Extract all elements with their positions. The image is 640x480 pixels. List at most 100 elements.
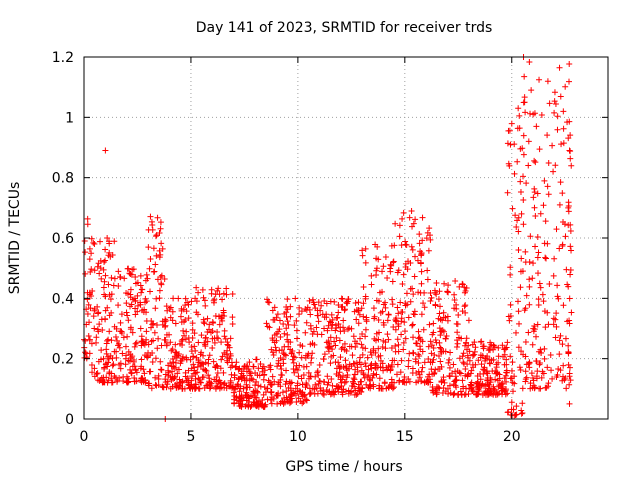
data-point — [123, 309, 130, 316]
data-point — [408, 207, 415, 214]
data-point — [393, 318, 400, 325]
data-point — [541, 240, 548, 247]
data-point — [281, 330, 288, 337]
data-point — [253, 356, 260, 363]
data-point — [517, 178, 524, 185]
data-point — [329, 316, 336, 323]
data-point — [568, 309, 575, 316]
data-point — [531, 204, 538, 211]
data-point — [362, 326, 369, 333]
data-point — [460, 350, 467, 357]
data-point — [558, 141, 565, 148]
data-point — [521, 307, 528, 314]
data-point — [134, 308, 141, 315]
data-point — [450, 391, 457, 398]
data-point — [385, 336, 392, 343]
data-point — [327, 343, 334, 350]
data-point — [170, 375, 177, 382]
data-point — [409, 246, 416, 253]
data-point — [343, 365, 350, 372]
data-point — [214, 382, 221, 389]
data-point — [385, 311, 392, 318]
data-point — [275, 357, 282, 364]
data-point — [84, 215, 91, 222]
data-point — [221, 313, 228, 320]
data-point — [562, 83, 569, 90]
data-point — [556, 245, 563, 252]
data-point — [547, 351, 554, 358]
data-point — [340, 386, 347, 393]
data-point — [114, 337, 121, 344]
data-point — [278, 346, 285, 353]
data-point — [105, 359, 112, 366]
data-point — [532, 243, 539, 250]
data-point — [546, 100, 553, 107]
data-point — [370, 305, 377, 312]
data-point — [155, 372, 162, 379]
y-tick-label: 0.2 — [52, 352, 74, 368]
data-point — [128, 369, 135, 376]
data-point — [522, 378, 529, 385]
data-point — [170, 363, 177, 370]
data-point — [523, 292, 530, 299]
data-point — [530, 325, 537, 332]
data-point — [353, 316, 360, 323]
data-point — [189, 320, 196, 327]
data-point — [152, 261, 159, 268]
data-point — [120, 334, 127, 341]
data-point — [451, 378, 458, 385]
data-point — [167, 314, 174, 321]
data-point — [370, 345, 377, 352]
data-point — [545, 321, 552, 328]
data-point — [495, 353, 502, 360]
data-point — [257, 383, 264, 390]
data-point — [564, 318, 571, 325]
data-point — [430, 329, 437, 336]
data-point — [147, 213, 154, 220]
data-point — [567, 271, 574, 278]
data-point — [388, 344, 395, 351]
data-point — [327, 360, 334, 367]
data-point — [566, 147, 573, 154]
data-point — [303, 380, 310, 387]
data-point — [394, 269, 401, 276]
grid-lines — [84, 57, 608, 419]
data-point — [392, 326, 399, 333]
data-point — [563, 385, 570, 392]
data-point — [442, 314, 449, 321]
data-point — [373, 271, 380, 278]
data-point — [361, 374, 368, 381]
data-point — [199, 360, 206, 367]
data-points — [81, 54, 575, 422]
data-point — [566, 373, 573, 380]
data-point — [311, 390, 318, 397]
data-point — [343, 378, 350, 385]
data-point — [437, 348, 444, 355]
data-point — [530, 194, 537, 201]
data-point — [283, 378, 290, 385]
data-point — [206, 352, 213, 359]
data-point — [86, 336, 93, 343]
data-point — [472, 344, 479, 351]
data-point — [490, 356, 497, 363]
data-point — [320, 391, 327, 398]
data-point — [224, 357, 231, 364]
data-point — [349, 352, 356, 359]
data-point — [415, 378, 422, 385]
y-tick-label: 1.2 — [52, 50, 74, 66]
data-point — [554, 372, 561, 379]
data-point — [158, 240, 165, 247]
data-point — [532, 159, 539, 166]
data-point — [283, 367, 290, 374]
data-point — [343, 347, 350, 354]
data-point — [217, 365, 224, 372]
data-point — [345, 387, 352, 394]
data-point — [464, 372, 471, 379]
data-point — [325, 322, 332, 329]
data-point — [551, 109, 558, 116]
data-point — [210, 297, 217, 304]
data-point — [414, 257, 421, 264]
data-point — [370, 383, 377, 390]
data-point — [342, 357, 349, 364]
data-point — [505, 313, 512, 320]
